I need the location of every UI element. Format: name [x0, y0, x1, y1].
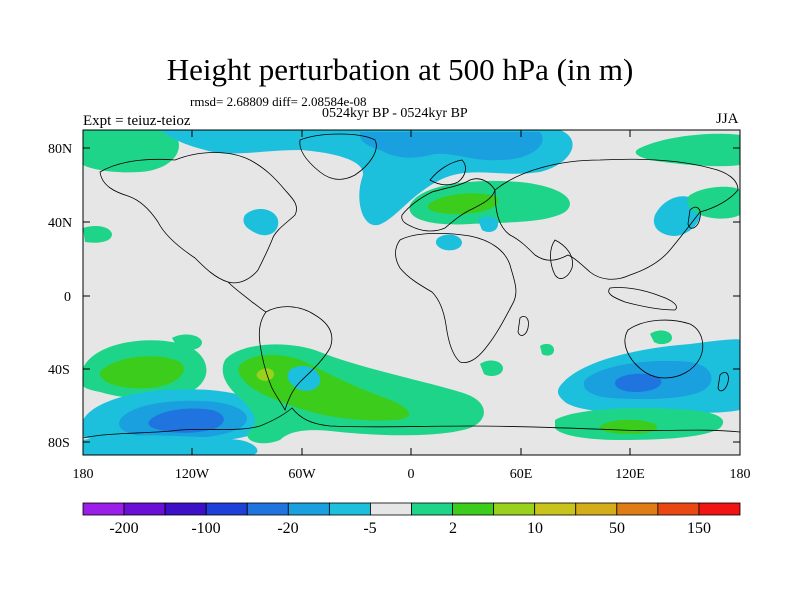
- experiment-label: Expt = teiuz-teioz: [83, 113, 191, 129]
- contour-negative-india: [478, 216, 498, 232]
- chart-title: Height perturbation at 500 hPa (in m): [166, 52, 634, 87]
- colorbar-swatch: [287, 502, 330, 516]
- colorbar: [82, 502, 741, 516]
- lat-label-40n: 40N: [48, 216, 72, 231]
- coast-indonesia: [608, 287, 677, 311]
- contour-positive-s-africa-tiny: [480, 360, 503, 376]
- contour-positive-pacific-n: [687, 186, 740, 219]
- coast-europe: [401, 178, 496, 232]
- axis-ticks: [82, 130, 741, 455]
- colorbar-swatch: [616, 502, 659, 516]
- lon-label-120e: 120E: [615, 467, 645, 482]
- colorbar-swatch: [411, 502, 453, 516]
- colorbar-label: 2: [449, 520, 457, 537]
- colorbar-swatch: [370, 502, 412, 516]
- coast-central-america: [227, 281, 267, 313]
- colorbar-swatch: [82, 502, 125, 516]
- coast-antarctica: [83, 407, 740, 439]
- colorbar-swatch: [123, 502, 166, 516]
- coast-asia: [494, 158, 739, 280]
- colorbar-swatch: [452, 502, 495, 516]
- contour-positive-s-atlantic-peak: [256, 368, 274, 381]
- coast-new-zealand: [717, 371, 729, 392]
- contour-positive-madagascar-tiny: [540, 343, 554, 356]
- colorbar-label: 50: [609, 520, 625, 537]
- coast-australia: [624, 319, 704, 379]
- lat-label-40s: 40S: [48, 363, 70, 378]
- lon-label-60w: 60W: [288, 467, 316, 482]
- coast-scandinavia: [429, 159, 466, 186]
- period-label: 0524kyr BP - 0524kyr BP: [322, 106, 468, 121]
- coastlines: [83, 133, 740, 439]
- lon-label-60e: 60E: [510, 467, 533, 482]
- contour-negative-s-indian-core: [615, 373, 662, 392]
- colorbar-label: -200: [109, 520, 138, 537]
- contour-positive-northeast: [635, 133, 740, 167]
- lon-label-180w: 180: [73, 467, 94, 482]
- colorbar-swatch: [534, 502, 577, 516]
- contour-negative-na-east: [243, 208, 279, 236]
- contour-positive-s-atlantic-core: [238, 354, 410, 421]
- coast-africa: [395, 232, 517, 363]
- lat-label-0: 0: [64, 290, 71, 305]
- colorbar-label: -5: [363, 520, 376, 537]
- colorbar-label: -20: [277, 520, 298, 537]
- colorbar-swatch: [575, 502, 618, 516]
- lat-label-80n: 80N: [48, 142, 72, 157]
- colorbar-label: -100: [191, 520, 220, 537]
- contour-negative-antarctic-edge: [83, 435, 258, 455]
- coast-india: [550, 239, 573, 279]
- lon-label-120w: 120W: [175, 467, 210, 482]
- contour-negative-med: [435, 234, 462, 251]
- lon-label-180e: 180: [730, 467, 751, 482]
- colorbar-label: 150: [687, 520, 711, 537]
- coast-north-america: [99, 152, 297, 284]
- contour-positive-europe-core: [427, 193, 499, 215]
- coast-japan: [687, 206, 701, 229]
- colorbar-label: 10: [527, 520, 543, 537]
- rmsd-stats: rmsd= 2.68809 diff= 2.08584e-08: [190, 94, 367, 109]
- colorbar-swatch: [328, 502, 371, 516]
- contour-positive-pacific-nw: [83, 226, 112, 243]
- colorbar-swatch: [205, 502, 248, 516]
- coast-south-america: [258, 306, 333, 412]
- lat-label-80s: 80S: [48, 436, 70, 451]
- colorbar-swatch: [164, 502, 207, 516]
- contour-positive-australia-tiny: [650, 330, 672, 345]
- contour-negative-sh-pacific-core: [148, 408, 224, 433]
- colorbar-labels: -200 -100 -20 -5 2 10 50 150: [109, 520, 711, 537]
- colorbar-swatch: [657, 502, 700, 516]
- contour-negative-arctic-core: [359, 132, 543, 161]
- colorbar-swatch: [493, 502, 536, 516]
- contour-positive-arctic-west: [83, 130, 179, 173]
- coast-madagascar: [517, 316, 529, 336]
- coast-greenland: [299, 133, 377, 180]
- season-label: JJA: [716, 111, 739, 127]
- colorbar-swatch: [246, 502, 289, 516]
- lon-label-0: 0: [408, 467, 415, 482]
- contour-positive-sh-tiny: [172, 334, 202, 350]
- colorbar-swatch: [698, 502, 741, 516]
- contour-positive-sh-west-core: [99, 356, 184, 389]
